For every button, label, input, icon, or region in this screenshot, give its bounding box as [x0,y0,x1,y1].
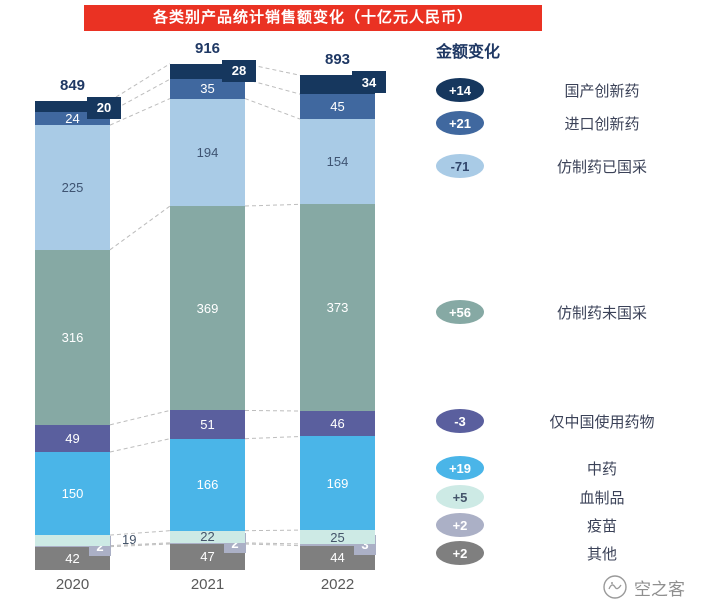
bar-segment-国产创新药 [35,100,110,112]
watermark-text: 空之客 [634,579,685,599]
bar-segment-中药: 150 [35,451,110,536]
connector-line [244,542,301,545]
bar-segment-仅中国使用药物: 49 [35,424,110,452]
bar-segment-疫苗 [300,543,375,546]
legend-badge-仅中国使用药物: -3 [436,409,484,433]
bar-segment-仿制药已国采: 154 [300,119,375,205]
connector-line [109,78,171,113]
legend-badge-中药: +19 [436,456,484,480]
connector-line [109,205,171,251]
legend-label-血制品: 血制品 [579,490,625,507]
legend-label-国产创新药: 国产创新药 [564,83,640,100]
connector-line [244,409,301,412]
bar-segment-仅中国使用药物: 46 [300,411,375,437]
connector-line [244,435,301,440]
x-axis-label: 2020 [55,576,90,593]
connector-line [244,98,301,120]
bar-segment-callout-国产创新药: 20 [87,96,121,119]
legend-label-仿制药未国采: 仿制药未国采 [556,305,647,322]
legend-header: 金额变化 [436,44,501,61]
connector-line [244,543,301,547]
bar-segment-血制品: 25 [300,530,375,545]
bar-segment-中药: 166 [170,438,245,531]
legend-badge-进口创新药: +21 [436,111,484,135]
legend-label-仅中国使用药物: 仅中国使用药物 [549,414,655,431]
legend-label-中药: 中药 [586,461,617,478]
connector-line [109,63,171,102]
bar-segment-仿制药未国采: 316 [35,249,110,425]
bar-segment-血制品 [35,535,110,546]
bar-segment-进口创新药: 35 [170,79,245,99]
bar-total: 893 [324,51,351,69]
legend-badge-国产创新药: +14 [436,78,484,102]
bar-segment-仿制药未国采: 373 [300,204,375,411]
x-axis-label: 2021 [190,576,225,593]
bar-segment-仿制药已国采: 194 [170,98,245,206]
legend-badge-仿制药未国采: +56 [436,300,484,324]
legend-label-进口创新药: 进口创新药 [564,116,640,133]
bar-segment-leader-value-血制品: 19 [122,532,137,548]
bar-segment-疫苗 [170,542,245,544]
kongzhike-logo-icon [603,575,627,599]
connector-line [244,203,301,207]
bar-segment-中药: 169 [300,436,375,531]
watermark: 空之客 [602,574,685,600]
connector-line [109,438,171,453]
legend-badge-其他: +2 [436,541,484,565]
legend-label-仿制药已国采: 仿制药已国采 [556,159,647,176]
bar-segment-疫苗 [35,545,110,547]
bar-segment-血制品: 22 [170,529,245,544]
bar-segment-进口创新药: 45 [300,94,375,120]
legend-badge-疫苗: +2 [436,513,484,537]
connector-line [109,409,171,426]
bar-segment-仿制药已国采: 225 [35,125,110,250]
bar-segment-callout-国产创新药: 28 [222,59,256,82]
connector-line [109,543,171,548]
chart-title: 各类别产品统计销售额变化（十亿元人民币） [84,5,542,31]
bar-segment-仅中国使用药物: 51 [170,410,245,439]
legend-badge-血制品: +5 [436,485,484,509]
x-axis-label: 2022 [320,576,355,593]
legend-label-疫苗: 疫苗 [586,518,617,535]
legend-badge-仿制药已国采: -71 [436,154,484,178]
connector-line [244,78,301,95]
bar-total: 916 [194,39,221,57]
connector-line [109,530,171,536]
connector-line [109,542,171,547]
connector-line [244,529,301,532]
bar-segment-callout-国产创新药: 34 [352,71,386,94]
bar-total: 849 [59,76,86,94]
connector-line [109,98,171,126]
bar-segment-仿制药未国采: 369 [170,206,245,411]
legend-label-其他: 其他 [586,546,617,563]
